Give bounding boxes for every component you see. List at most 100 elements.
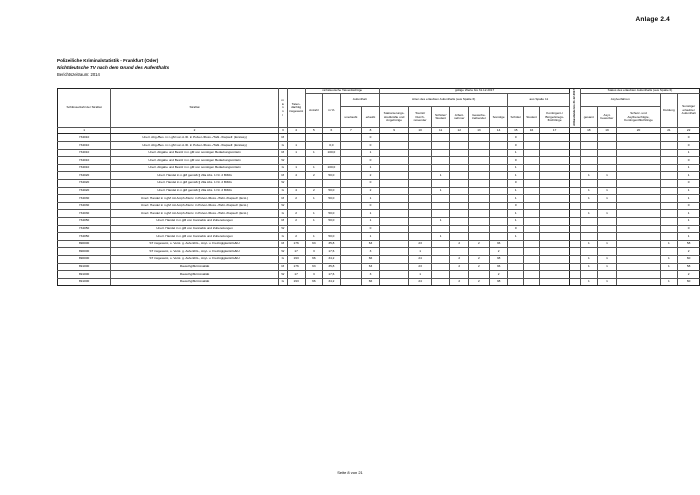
cell-c20: [616, 201, 661, 211]
cell-c13: [468, 247, 490, 256]
cell-c12: [449, 186, 470, 196]
cell-c11: 1: [430, 232, 451, 241]
cell-c7: [339, 156, 363, 165]
cell-c10: [408, 216, 432, 226]
cell-c11: [430, 133, 451, 142]
cell-key: 734030: [56, 194, 112, 203]
cell-c7: [339, 201, 363, 211]
cell-c21: [659, 194, 679, 203]
table-body: 734010 Unerl. Abg./Bes. in n.gM von A./D.…: [56, 133, 700, 287]
colnum-7: 7: [339, 127, 363, 135]
cell-c4: 1: [286, 148, 306, 158]
cell-c20: [616, 209, 661, 218]
cell-key: 734050: [56, 232, 112, 241]
cell-c15: [507, 247, 525, 256]
cell-c10: 1: [408, 247, 432, 256]
cell-c4: 1: [286, 163, 306, 173]
cell-c8: 63: [361, 239, 380, 249]
cell-c15: 1: [507, 171, 525, 180]
colnum-4: 4: [286, 127, 306, 135]
cell-c6: 100,0: [322, 163, 341, 173]
table-row: 890000 ST insgesamt, o. Verst. g. Aufenth…: [56, 247, 700, 256]
cell-c18: [579, 270, 598, 279]
cell-offense: Unerl. Handel in n.gM gemäß § 29a Abs. 1…: [110, 186, 279, 196]
cell-c6: 50,0: [322, 216, 341, 226]
cell-c6: [322, 178, 341, 188]
cell-c19: [596, 247, 618, 256]
cell-c13: [468, 194, 490, 203]
cell-c17: [538, 277, 571, 287]
cell-sex: W: [277, 247, 288, 256]
cell-offense: Unerl. Handel in n.gM mit Amph./Deriv. i…: [110, 201, 279, 211]
th-schueler: Schüler: [507, 106, 525, 129]
cell-c7: [339, 163, 363, 173]
cell-c5: 3: [304, 247, 324, 256]
cell-c22: 60: [677, 277, 700, 287]
cell-c8: 0: [361, 141, 380, 150]
cell-c10: [408, 232, 432, 241]
table-row: 891000 Rauschgiftkriminalität M 176 63 35,8 63…: [56, 262, 700, 272]
cell-c7: [339, 247, 363, 256]
cell-offense: Rauschgiftkriminalität: [110, 277, 279, 287]
cell-c9: [378, 141, 410, 150]
colnum-20: 20: [616, 127, 661, 135]
cell-c22: 1: [677, 209, 700, 218]
cell-c15: 0: [507, 133, 525, 142]
cell-c6: [322, 201, 341, 211]
cell-c7: [339, 133, 363, 142]
cell-sex: G: [277, 186, 288, 196]
cell-c12: [449, 216, 470, 226]
cell-c18: 1: [579, 171, 598, 180]
cell-key: 734050: [56, 216, 112, 226]
cell-c22: 1: [677, 216, 700, 226]
cell-c21: [659, 148, 679, 158]
table-row: 734050 Unerl. Handel in n.gM von Cannabis…: [56, 216, 700, 226]
cell-c10: [408, 133, 432, 142]
table-row: 734050 Unerl. Handel in n.gM von Cannabis…: [56, 232, 700, 241]
cell-c22: 2: [677, 247, 700, 256]
cell-sex: M: [277, 171, 288, 180]
cell-c22: 0: [677, 156, 700, 165]
cell-sex: G: [277, 277, 288, 287]
cell-c11: [430, 209, 451, 218]
cell-c16: [523, 148, 540, 158]
cell-altbestaende: [569, 270, 581, 279]
cell-c14: [488, 186, 509, 196]
cell-c16: [523, 270, 540, 279]
cell-c13: 2: [468, 277, 490, 287]
cell-c14: [488, 224, 509, 234]
cell-c13: [468, 171, 490, 180]
cell-c22: 60: [677, 254, 700, 264]
cell-c7: [339, 254, 363, 264]
cell-key: 734010: [56, 156, 112, 165]
cell-c18: 1: [579, 209, 598, 218]
cell-c10: [408, 186, 432, 196]
cell-c19: [596, 270, 618, 279]
cell-c10: [408, 209, 432, 218]
cell-c15: 0: [507, 201, 525, 211]
cell-c5: 1: [304, 232, 324, 241]
cell-c10: [408, 201, 432, 211]
cell-key: 890000: [56, 254, 112, 264]
cell-c7: [339, 194, 363, 203]
cell-c13: 2: [468, 262, 490, 272]
cell-c10: 24: [408, 277, 432, 287]
cell-c9: [378, 171, 410, 180]
cell-c6: [322, 133, 341, 142]
cell-altbestaende: [569, 232, 581, 241]
cell-c16: [523, 216, 540, 226]
cell-c8: 0: [361, 133, 380, 142]
colnum-13: 13: [468, 127, 490, 135]
cell-c4: 4: [286, 171, 306, 180]
cell-c21: [659, 156, 679, 165]
cell-c12: [449, 209, 470, 218]
cell-c6: [322, 224, 341, 234]
table-row: 890000 ST insgesamt, o. Verst. g. Aufenth…: [56, 239, 700, 249]
cell-c16: [523, 262, 540, 272]
colnum-2: 2: [110, 127, 279, 135]
cell-c11: [430, 141, 451, 150]
cell-altbestaende: [569, 224, 581, 234]
cell-c4: 17: [286, 270, 306, 279]
cell-c17: [538, 194, 571, 203]
